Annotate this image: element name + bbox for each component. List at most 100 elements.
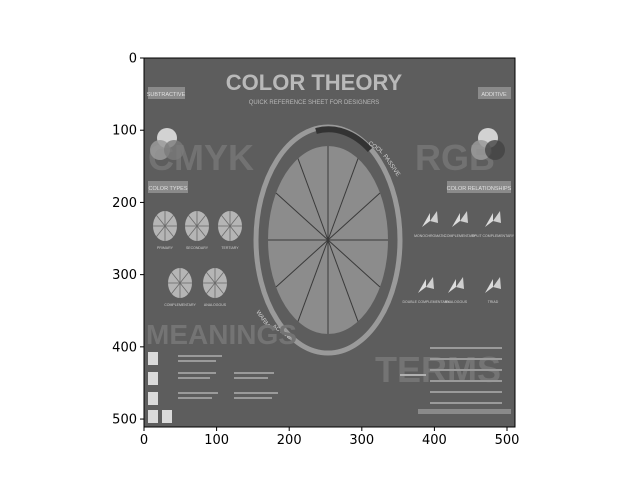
color-type-label: PRIMARY (157, 246, 174, 250)
subtractive-circle-2 (150, 140, 170, 160)
relationship-wedge (493, 211, 501, 223)
subtractive-label-box (148, 87, 185, 99)
y-tick-label: 400 (112, 340, 137, 355)
relationship-label: TRIAD (488, 300, 499, 304)
color-types-label-box (148, 181, 188, 193)
poster-title: COLOR THEORY (226, 70, 403, 95)
color-type-wheel-divider (171, 282, 181, 294)
terms-text-lines (400, 347, 511, 414)
color-type-wheel-divider (214, 282, 224, 294)
x-tick-label: 100 (204, 433, 229, 448)
color-type-wheel-divider (221, 225, 231, 237)
term-text-line (430, 391, 502, 393)
color-types-label: COLOR TYPES (148, 186, 187, 192)
color-wheel-spoke (327, 239, 359, 322)
meaning-swatch (162, 410, 172, 423)
color-type-wheel-divider (188, 225, 198, 237)
x-axis: 0 100 200 300 400 500 (140, 427, 520, 448)
color-type-wheel-divider (179, 282, 189, 294)
meanings-swatches (148, 352, 278, 423)
x-tick-label: 200 (277, 433, 302, 448)
relationship-wedge (456, 277, 464, 289)
color-type-wheel-divider (156, 215, 166, 227)
term-text-line (430, 358, 502, 360)
color-wheel-spoke (275, 192, 329, 241)
relationship-label: COMPLEMENTARY (444, 234, 476, 238)
poster-image: COLOR THEORY QUICK REFERENCE SHEET FOR D… (144, 58, 515, 427)
meaning-text-line (178, 372, 216, 374)
relationship-label: SPLIT COMPLEMENTARY (472, 234, 515, 238)
relationship-wedge (493, 277, 501, 289)
additive-circle-2 (471, 140, 491, 160)
meaning-text-line (234, 397, 272, 399)
color-type-label: SECONDARY (186, 246, 209, 250)
term-text-line (430, 369, 502, 371)
subtractive-circle-3 (164, 140, 184, 160)
relationship-wedge (452, 213, 460, 227)
relationship-label: MONOCHROMATIC (414, 234, 446, 238)
axes-frame (143, 57, 516, 428)
meaning-text-line (178, 377, 210, 379)
y-tick-label: 0 (129, 52, 137, 67)
subtractive-label: SUBTRACTIVE (147, 92, 186, 98)
color-type-wheel-divider (214, 272, 224, 284)
color-wheel-spoke (327, 192, 381, 241)
meaning-text-line (178, 355, 222, 357)
color-wheel-dark-arc (315, 126, 373, 153)
y-tick-label: 300 (112, 268, 137, 283)
meaning-swatch (148, 352, 158, 365)
meaning-swatch (148, 372, 158, 385)
term-text-line (430, 402, 502, 404)
term-footer-bar (418, 409, 511, 414)
relationship-label: ANALOGOUS (445, 300, 468, 304)
relationship-wedge (430, 211, 438, 223)
color-wheel (253, 124, 403, 356)
meaning-text-line (178, 397, 212, 399)
color-wheel-spoke (327, 239, 381, 288)
meaning-text-line (234, 392, 278, 394)
color-type-wheel-divider (171, 272, 181, 284)
meaning-text-line (234, 377, 268, 379)
color-wheel-spoke (327, 158, 359, 241)
y-axis: 0 100 200 300 400 500 (112, 52, 144, 428)
color-type-wheel-divider (196, 225, 206, 237)
meanings-watermark: MEANINGS (146, 319, 297, 350)
color-type-wheel-divider (164, 225, 174, 237)
relationship-wedge (426, 277, 434, 289)
color-relationships-label-box (447, 181, 511, 193)
color-type-wheel-divider (179, 272, 189, 284)
relationship-wedge (422, 213, 430, 227)
term-text-line (430, 347, 502, 349)
color-type-wheel-divider (206, 282, 216, 294)
additive-label: ADDITIVE (481, 92, 507, 98)
color-type-label: ANALOGOUS (204, 303, 227, 307)
relationship-wedge (460, 211, 468, 223)
meaning-text-line (178, 360, 216, 362)
x-tick-label: 300 (349, 433, 374, 448)
color-type-wheel-divider (206, 272, 216, 284)
y-tick-label: 100 (112, 124, 137, 139)
additive-label-box (478, 87, 511, 99)
color-type-wheel-divider (196, 215, 206, 227)
color-type-wheel-divider (229, 215, 239, 227)
x-tick-label: 500 (495, 433, 520, 448)
color-wheel-spoke (297, 158, 329, 241)
poster-subtitle: QUICK REFERENCE SHEET FOR DESIGNERS (249, 100, 380, 106)
meaning-text-line (178, 392, 218, 394)
meaning-swatch (148, 392, 158, 405)
relationship-wedge (485, 279, 493, 293)
x-tick-label: 0 (140, 433, 148, 448)
color-type-wheel-divider (221, 215, 231, 227)
relationship-wedge (485, 213, 493, 227)
color-wheel-spoke (297, 239, 329, 322)
term-text-line (400, 374, 426, 376)
relationship-wedge (448, 279, 456, 293)
color-types-wheels: PRIMARY SECONDARY TERTIARY COMPLEMENTARY ANA… (153, 211, 242, 307)
axes: 0 100 200 300 400 500 0 100 200 300 400 500 (112, 52, 519, 449)
color-type-label: TERTIARY (221, 246, 239, 250)
additive-circle-3 (485, 140, 505, 160)
y-tick-label: 500 (112, 413, 137, 428)
color-type-wheel-divider (164, 215, 174, 227)
color-wheel-spoke (275, 239, 329, 288)
